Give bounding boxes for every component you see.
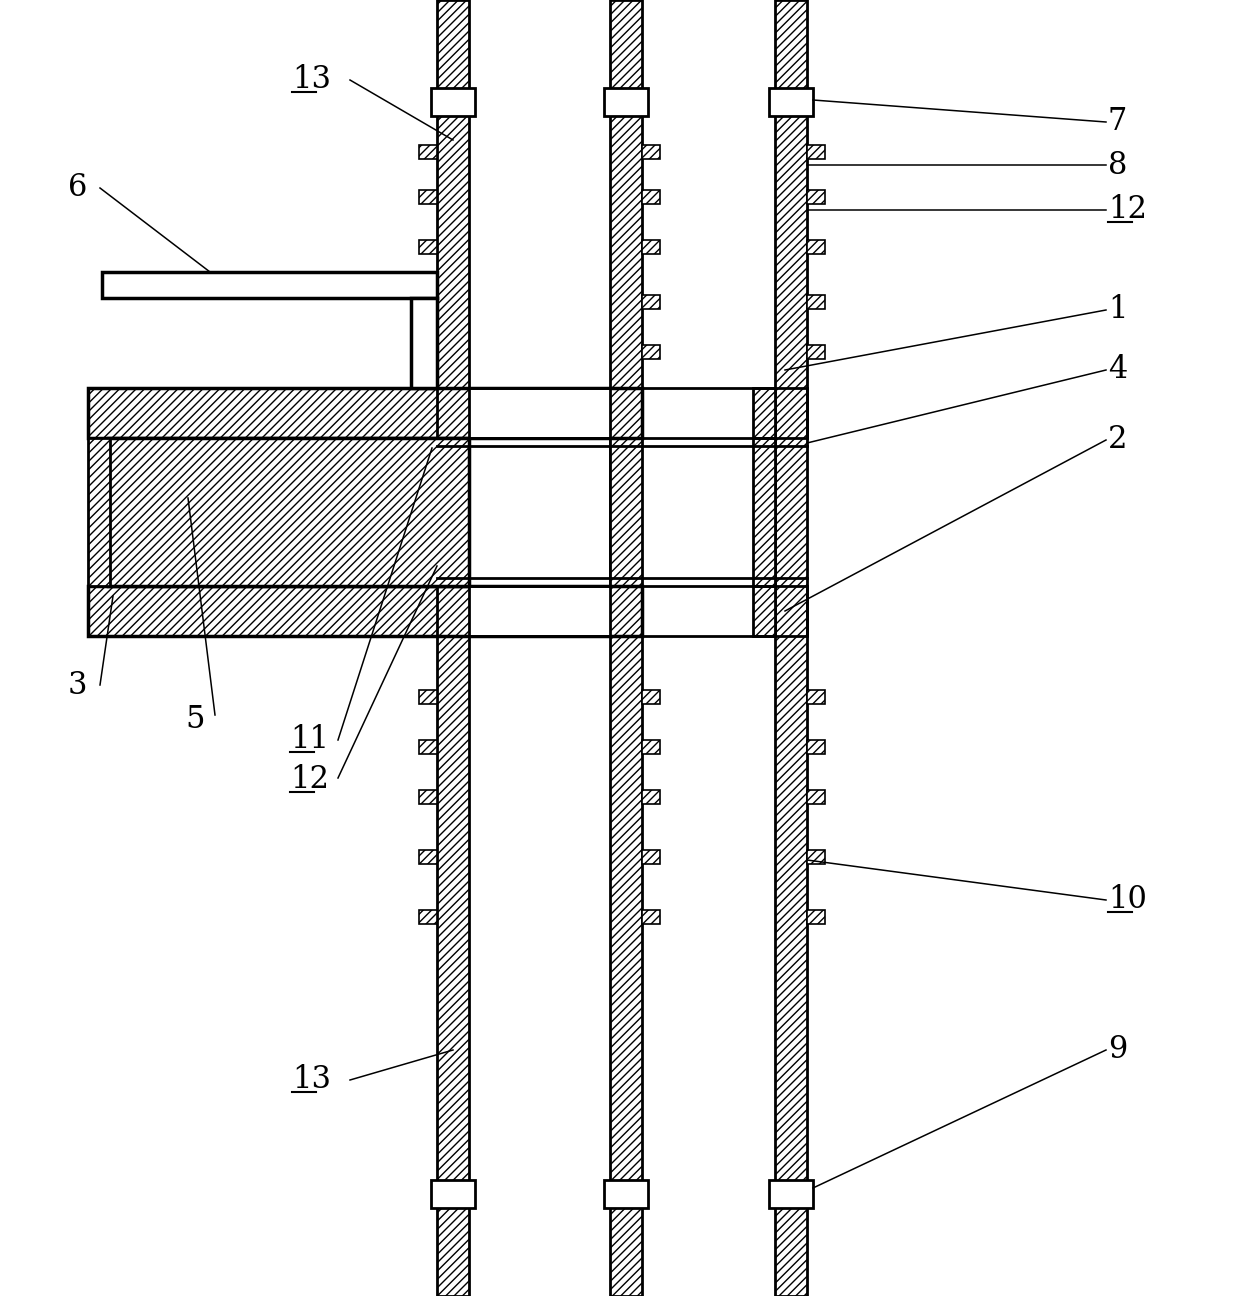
Bar <box>642 740 660 754</box>
Bar <box>419 240 436 254</box>
Bar <box>642 791 660 804</box>
Bar <box>469 388 610 438</box>
Bar <box>610 0 642 1296</box>
Bar <box>642 295 660 308</box>
Bar <box>432 88 475 117</box>
Text: 2: 2 <box>1109 425 1127 455</box>
Bar <box>807 345 825 359</box>
Bar <box>419 910 436 924</box>
Text: 10: 10 <box>1109 884 1147 915</box>
Bar <box>419 689 436 704</box>
Bar <box>419 740 436 754</box>
Bar <box>419 145 436 159</box>
Bar <box>419 850 436 864</box>
Bar <box>807 791 825 804</box>
Text: 4: 4 <box>1109 355 1127 385</box>
Bar <box>642 850 660 864</box>
Bar <box>642 191 660 203</box>
Text: 11: 11 <box>290 724 329 756</box>
Bar <box>469 586 610 636</box>
Bar <box>807 689 825 704</box>
Bar <box>642 240 660 254</box>
Bar <box>769 88 813 117</box>
Bar <box>642 145 660 159</box>
Bar <box>410 298 436 388</box>
Bar <box>432 1179 475 1208</box>
Text: 9: 9 <box>1109 1034 1127 1065</box>
Bar <box>604 1179 649 1208</box>
Bar <box>88 438 110 586</box>
Bar <box>419 345 436 359</box>
Text: 6: 6 <box>68 172 87 203</box>
Bar <box>753 438 775 586</box>
Bar <box>419 295 436 308</box>
Bar <box>102 272 436 298</box>
Text: 5: 5 <box>185 705 205 736</box>
Bar <box>642 689 660 704</box>
Text: 13: 13 <box>291 1064 331 1095</box>
Bar <box>807 740 825 754</box>
Bar <box>436 388 807 438</box>
Bar <box>807 191 825 203</box>
Bar <box>88 586 642 636</box>
Bar <box>807 145 825 159</box>
Bar <box>775 0 807 1296</box>
Bar <box>419 791 436 804</box>
Bar <box>88 388 642 438</box>
Bar <box>807 850 825 864</box>
Text: 13: 13 <box>291 65 331 96</box>
Bar <box>769 1179 813 1208</box>
Text: 8: 8 <box>1109 149 1127 180</box>
Text: 7: 7 <box>1109 106 1127 137</box>
Text: 1: 1 <box>1109 294 1127 325</box>
Bar <box>469 438 610 586</box>
Bar <box>419 191 436 203</box>
Bar <box>753 388 775 438</box>
Bar <box>604 88 649 117</box>
Bar <box>753 586 775 636</box>
Bar <box>436 586 807 636</box>
Bar <box>642 910 660 924</box>
Bar <box>436 0 469 1296</box>
Bar <box>642 345 660 359</box>
Bar <box>108 438 469 586</box>
Text: 3: 3 <box>68 670 88 701</box>
Text: 12: 12 <box>1109 194 1147 226</box>
Bar <box>807 240 825 254</box>
Bar <box>807 295 825 308</box>
Bar <box>807 910 825 924</box>
Text: 12: 12 <box>290 765 329 796</box>
